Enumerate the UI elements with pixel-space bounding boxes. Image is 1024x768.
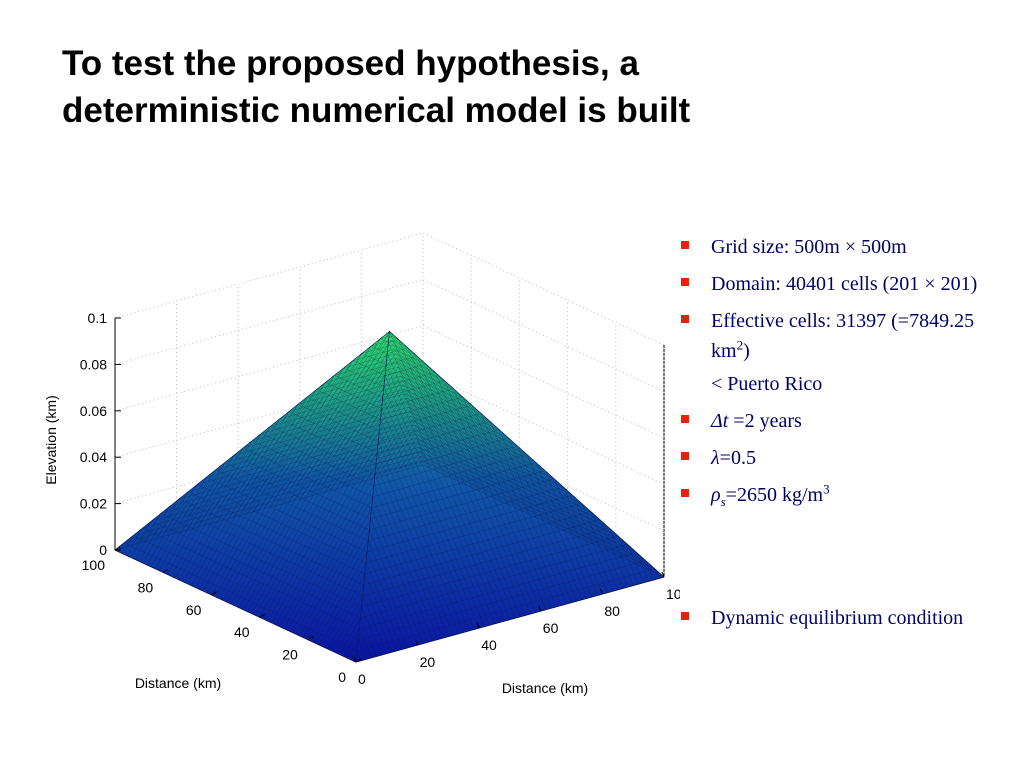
bullet-text: =2650 kg/m: [725, 484, 824, 506]
y-tick-label: 80: [138, 579, 154, 595]
bullet-grid-size: Grid size: 500m × 500m: [678, 232, 998, 262]
bullet-marker: [681, 489, 689, 497]
z-tick-label: 0.08: [80, 356, 107, 372]
z-gridline: [114, 325, 665, 439]
symbol-delta-t: Δt: [711, 410, 729, 432]
bullet-density: ρs=2650 kg/m3: [678, 480, 998, 510]
x-tick-label: 80: [604, 603, 620, 619]
x-tick-label: 0: [358, 671, 366, 687]
bullet-delta-t: Δt =2 years: [678, 406, 998, 436]
x-tick-label: 40: [481, 637, 497, 653]
y-tick-mark: [211, 591, 217, 596]
mesh-line: [142, 433, 452, 564]
x-axis-label: Distance (km): [502, 680, 588, 696]
z-axis-label: Elevation (km): [43, 395, 59, 484]
mesh-line: [407, 451, 649, 582]
z-gridline: [114, 232, 665, 346]
z-gridline: [114, 278, 665, 392]
slide-title-line-1: To test the proposed hypothesis, a: [62, 44, 639, 83]
mesh-line: [412, 455, 654, 580]
mesh-line: [402, 446, 644, 583]
z-gridline: [114, 371, 665, 485]
z-tick-label: 0.04: [80, 449, 107, 465]
y-tick-mark: [355, 658, 362, 663]
bullet-marker: [681, 241, 689, 249]
bullet-text-end: ): [743, 340, 750, 362]
surface-plot: 00.020.040.060.080.102040608010002040608…: [43, 232, 680, 696]
bullet-dynamic-equilibrium: Dynamic equilibrium condition: [678, 603, 998, 633]
x-tick-label: 20: [420, 654, 436, 670]
x-tick-mark: [599, 588, 603, 595]
bullet-marker: [681, 452, 689, 460]
bullet-lambda: λ=0.5: [678, 443, 998, 473]
mesh-line: [118, 460, 428, 552]
bullet-text: Grid size: 500m × 500m: [711, 236, 907, 258]
mesh-line: [134, 442, 444, 560]
note-text: < Puerto Rico: [711, 373, 823, 395]
z-tick-label: 0: [99, 542, 107, 558]
slide-title-line-2: deterministic numerical model is built: [62, 91, 691, 130]
z-gridline: [114, 418, 665, 532]
bullet-text: Dynamic equilibrium condition: [711, 607, 964, 629]
bullet-marker: [681, 315, 689, 323]
x-tick-label: 60: [543, 620, 559, 636]
mesh-line: [130, 447, 440, 558]
y-tick-label: 60: [186, 602, 202, 618]
bullet-text: =2 years: [728, 410, 802, 432]
bullet-domain: Domain: 40401 cells (201 × 201): [678, 269, 998, 299]
surface-mesh-lines: [114, 331, 665, 663]
bullet-text: Domain: 40401 cells (201 × 201): [711, 273, 978, 295]
symbol-rho: ρ: [711, 484, 721, 506]
x-tick-mark: [538, 605, 542, 612]
superscript: 2: [736, 337, 744, 353]
y-tick-label: 20: [282, 647, 298, 663]
bullet-marker: [681, 278, 689, 286]
x-tick-mark: [353, 656, 357, 663]
z-tick-label: 0.02: [80, 496, 107, 512]
y-tick-label: 40: [234, 624, 250, 640]
mesh-line: [126, 451, 436, 556]
x-tick-mark: [476, 622, 480, 629]
mesh-line: [422, 464, 665, 578]
mesh-line: [392, 438, 634, 586]
superscript: 3: [823, 481, 830, 497]
x-tick-mark: [661, 571, 665, 578]
y-tick-label: 100: [82, 557, 106, 573]
mesh-line: [386, 433, 629, 587]
bullet-puerto-rico-note: < Puerto Rico: [678, 369, 998, 399]
bullet-text: Effective cells: 31397 (=7849.25 km: [711, 310, 975, 362]
mesh-line: [381, 429, 624, 589]
y-tick-mark: [307, 636, 314, 641]
z-tick-label: 0.06: [80, 403, 107, 419]
x-tick-mark: [415, 639, 419, 646]
mesh-line: [376, 424, 618, 590]
bullet-marker: [681, 612, 689, 620]
mesh-line: [146, 429, 456, 565]
mesh-line: [114, 464, 424, 551]
bullet-marker: [681, 415, 689, 423]
z-tick-label: 0.1: [88, 310, 108, 326]
bullet-list: Grid size: 500m × 500m Domain: 40401 cel…: [678, 232, 998, 640]
y-tick-label: 0: [338, 669, 346, 685]
symbol-lambda: λ: [711, 447, 720, 469]
y-tick-mark: [114, 546, 121, 551]
mesh-line: [122, 455, 432, 554]
mesh-line: [138, 438, 448, 562]
y-tick-mark: [162, 568, 169, 573]
mesh-line: [151, 424, 460, 567]
y-tick-mark: [259, 613, 265, 618]
axis-ticks: 00.020.040.060.080.102040608010002040608…: [80, 310, 680, 687]
bullet-effective-cells: Effective cells: 31397 (=7849.25 km2): [678, 306, 998, 366]
subscript: s: [720, 494, 726, 509]
mesh-line: [397, 442, 639, 585]
mesh-line: [155, 420, 464, 569]
bullet-text: =0.5: [719, 447, 756, 469]
slide-title: To test the proposed hypothesis, a deter…: [62, 40, 962, 134]
x-tick-label: 100: [666, 586, 680, 602]
y-axis-label: Distance (km): [135, 675, 221, 691]
mesh-line: [417, 460, 660, 579]
